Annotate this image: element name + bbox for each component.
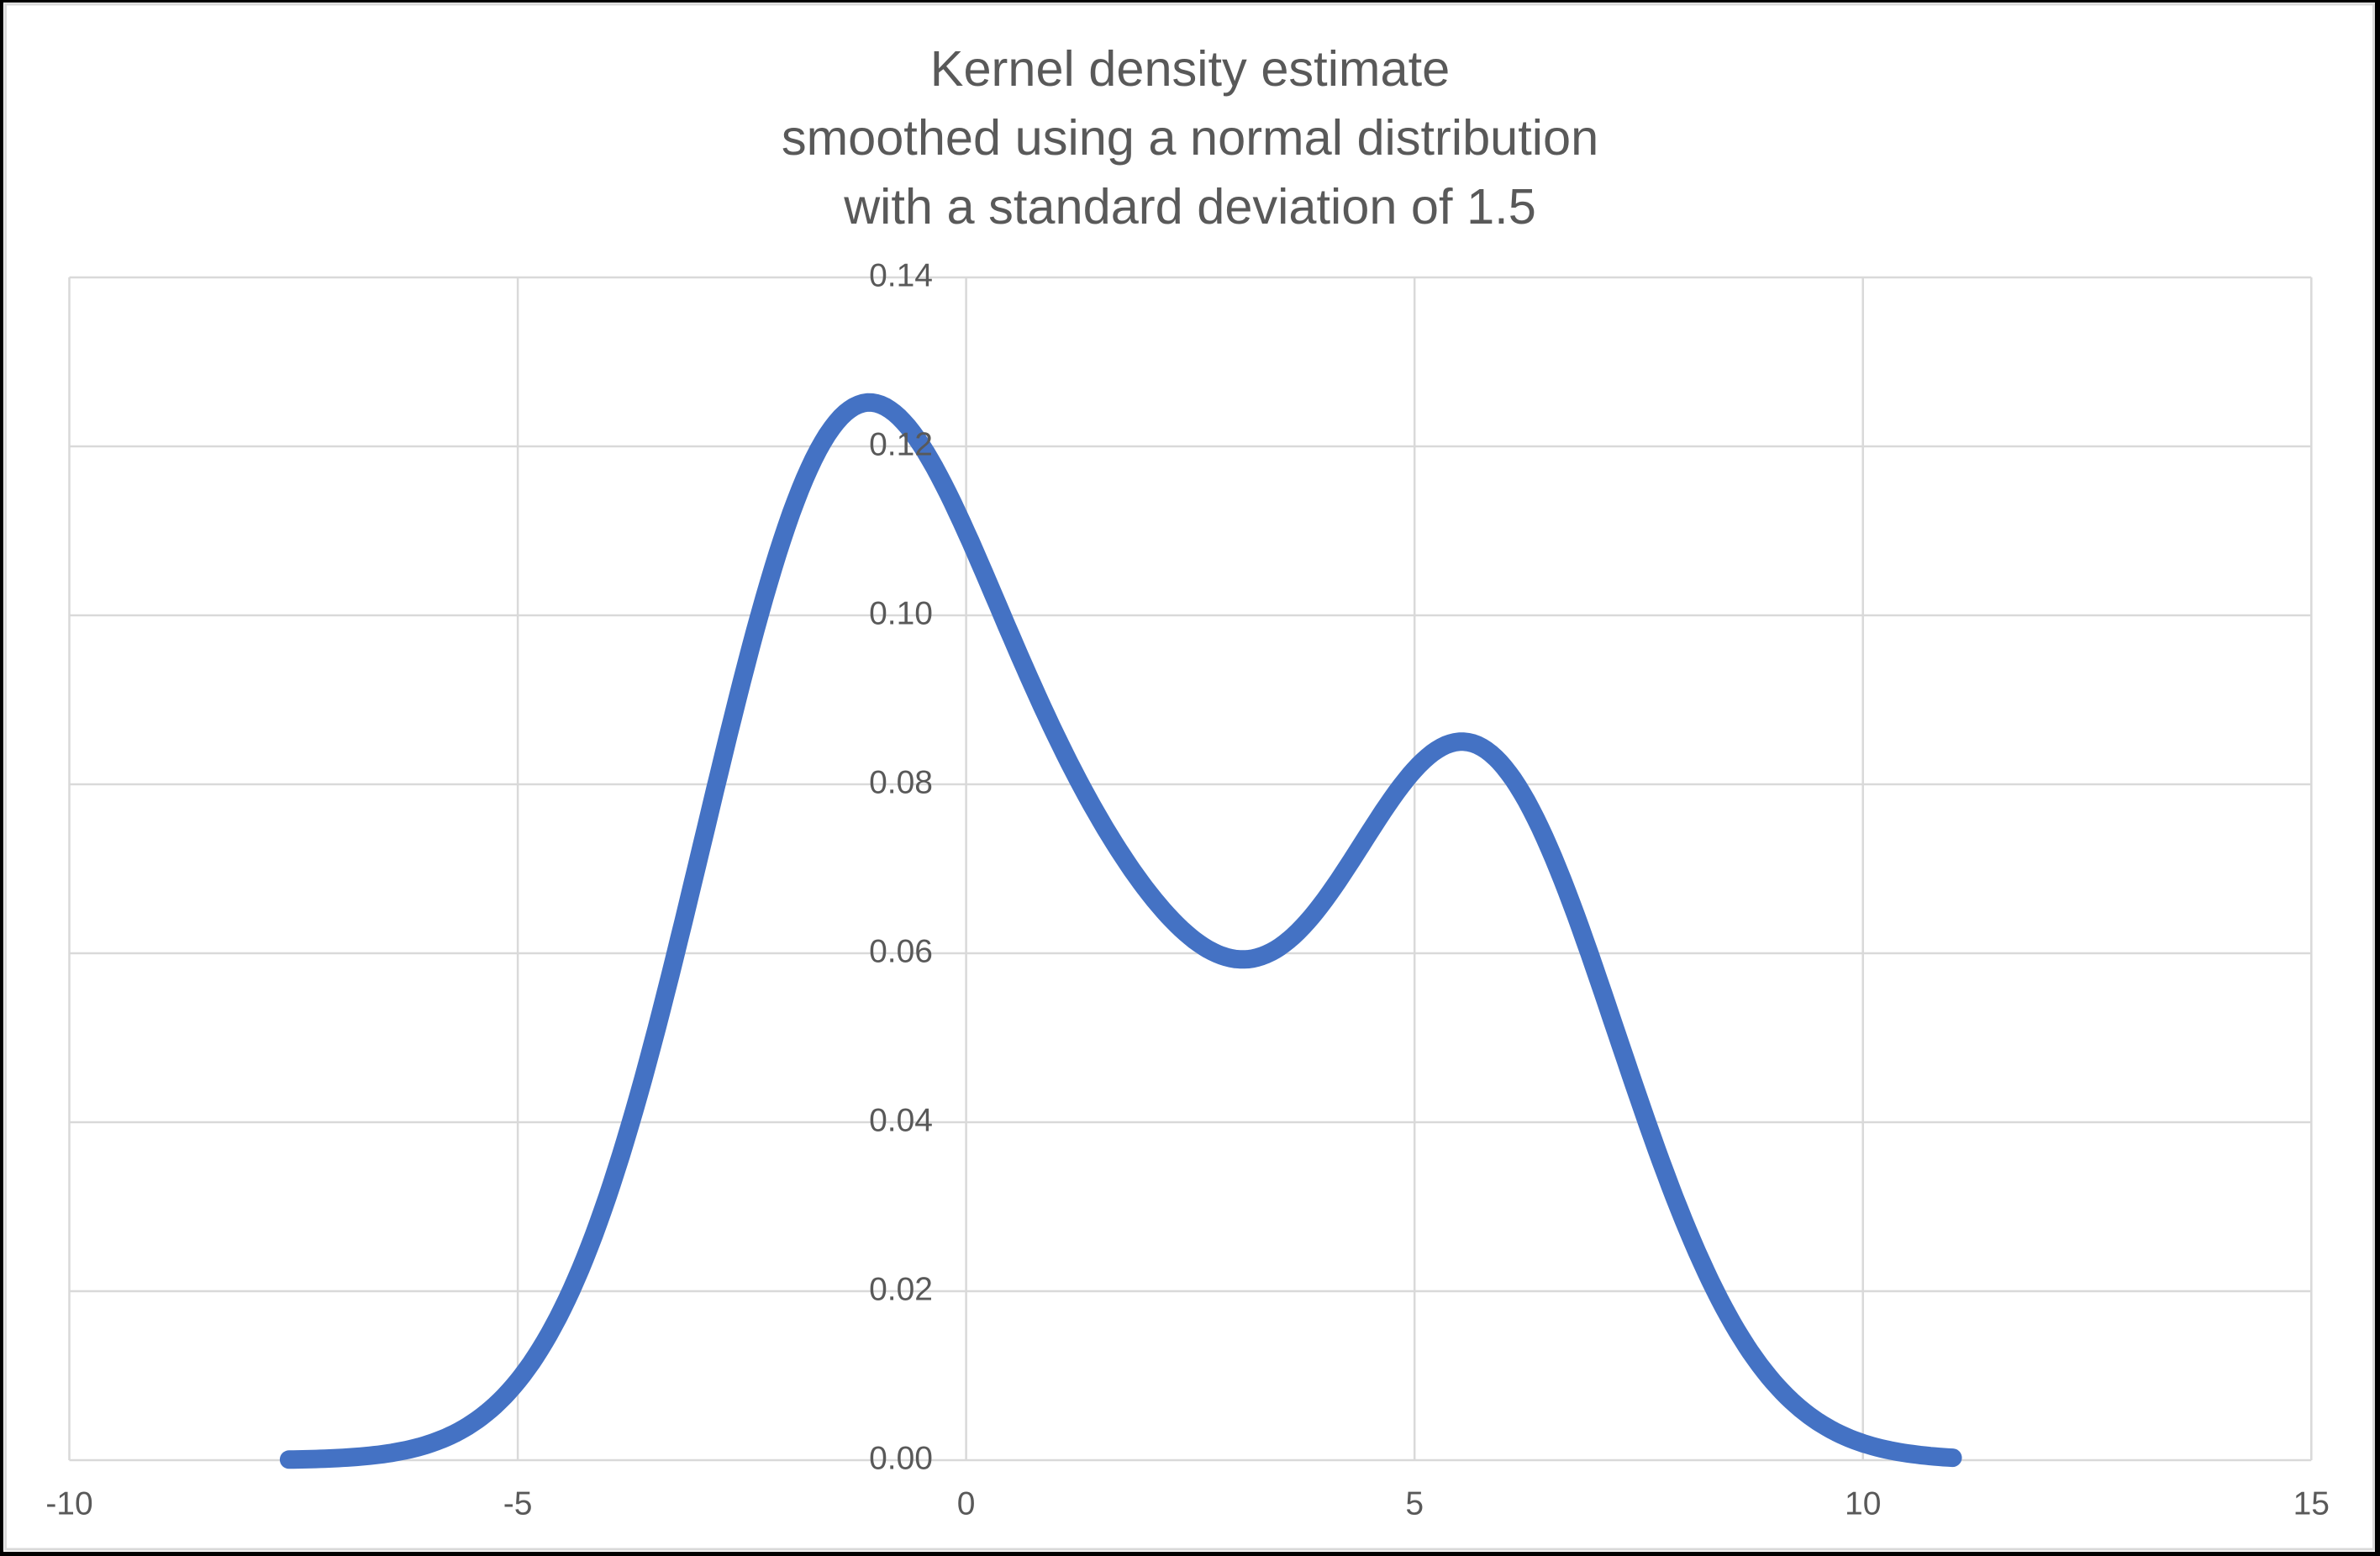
svg-text:0.14: 0.14 [869,258,933,294]
svg-text:smoothed using a normal distri: smoothed using a normal distribution [782,109,1598,166]
svg-text:15: 15 [2293,1486,2330,1522]
svg-text:0.08: 0.08 [869,765,933,801]
svg-text:0.10: 0.10 [869,596,933,632]
svg-text:with a standard deviation of 1: with a standard deviation of 1.5 [843,178,1536,235]
svg-text:0.12: 0.12 [869,427,933,463]
svg-text:0: 0 [957,1486,976,1522]
svg-text:0.04: 0.04 [869,1103,933,1139]
svg-text:0.02: 0.02 [869,1272,933,1308]
svg-text:0.06: 0.06 [869,934,933,970]
svg-text:-5: -5 [503,1486,533,1522]
svg-text:0.00: 0.00 [869,1441,933,1477]
svg-text:10: 10 [1845,1486,1881,1522]
svg-text:5: 5 [1405,1486,1424,1522]
svg-text:-10: -10 [45,1486,92,1522]
svg-text:Kernel density estimate: Kernel density estimate [930,40,1450,97]
